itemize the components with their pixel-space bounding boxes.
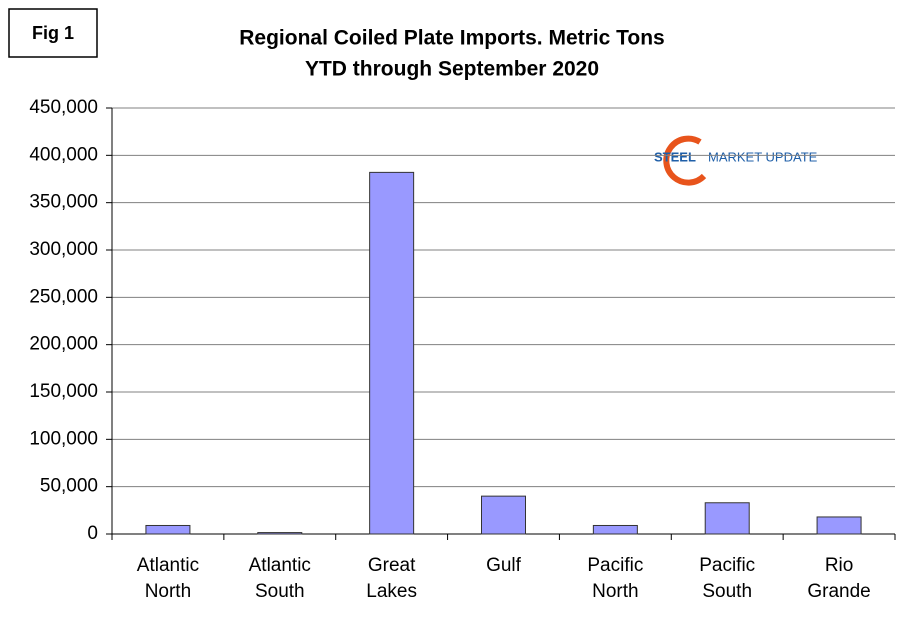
y-tick-label: 200,000 (29, 334, 98, 355)
y-tick-label: 300,000 (29, 239, 98, 260)
x-tick-label: Atlantic South (249, 555, 311, 602)
y-tick-label: 100,000 (29, 428, 98, 449)
figure-label: Fig 1 (32, 23, 74, 43)
logo-arc (663, 135, 707, 186)
bar (816, 516, 862, 535)
y-tick-label: 450,000 (29, 97, 98, 118)
logo-text: MARKET UPDATE (708, 149, 818, 164)
y-tick-label: 50,000 (40, 476, 98, 497)
bar (369, 171, 415, 535)
x-tick-label: Great Lakes (366, 555, 417, 602)
logo-text-bold: STEEL (654, 149, 696, 164)
logo: STEEL MARKET UPDATE (654, 135, 818, 186)
bar (592, 524, 638, 535)
y-tick-label: 350,000 (29, 192, 98, 213)
x-tick-label: Gulf (486, 555, 522, 576)
bar (145, 524, 191, 535)
x-tick-label: Pacific South (699, 555, 755, 602)
x-tick-label: Atlantic North (137, 555, 199, 602)
chart-title: Regional Coiled Plate Imports. Metric To… (239, 27, 665, 50)
x-tick-label: Pacific North (587, 555, 643, 602)
y-tick-label: 250,000 (29, 286, 98, 307)
bar (257, 532, 303, 535)
y-tick-label: 0 (87, 523, 98, 544)
y-tick-label: 150,000 (29, 381, 98, 402)
bar (704, 502, 750, 535)
x-tick-label: Rio Grande (807, 555, 870, 602)
figure-box (8, 8, 98, 58)
y-tick-label: 400,000 (29, 144, 98, 165)
chart-subtitle: YTD through September 2020 (305, 58, 599, 81)
bar (481, 495, 526, 535)
